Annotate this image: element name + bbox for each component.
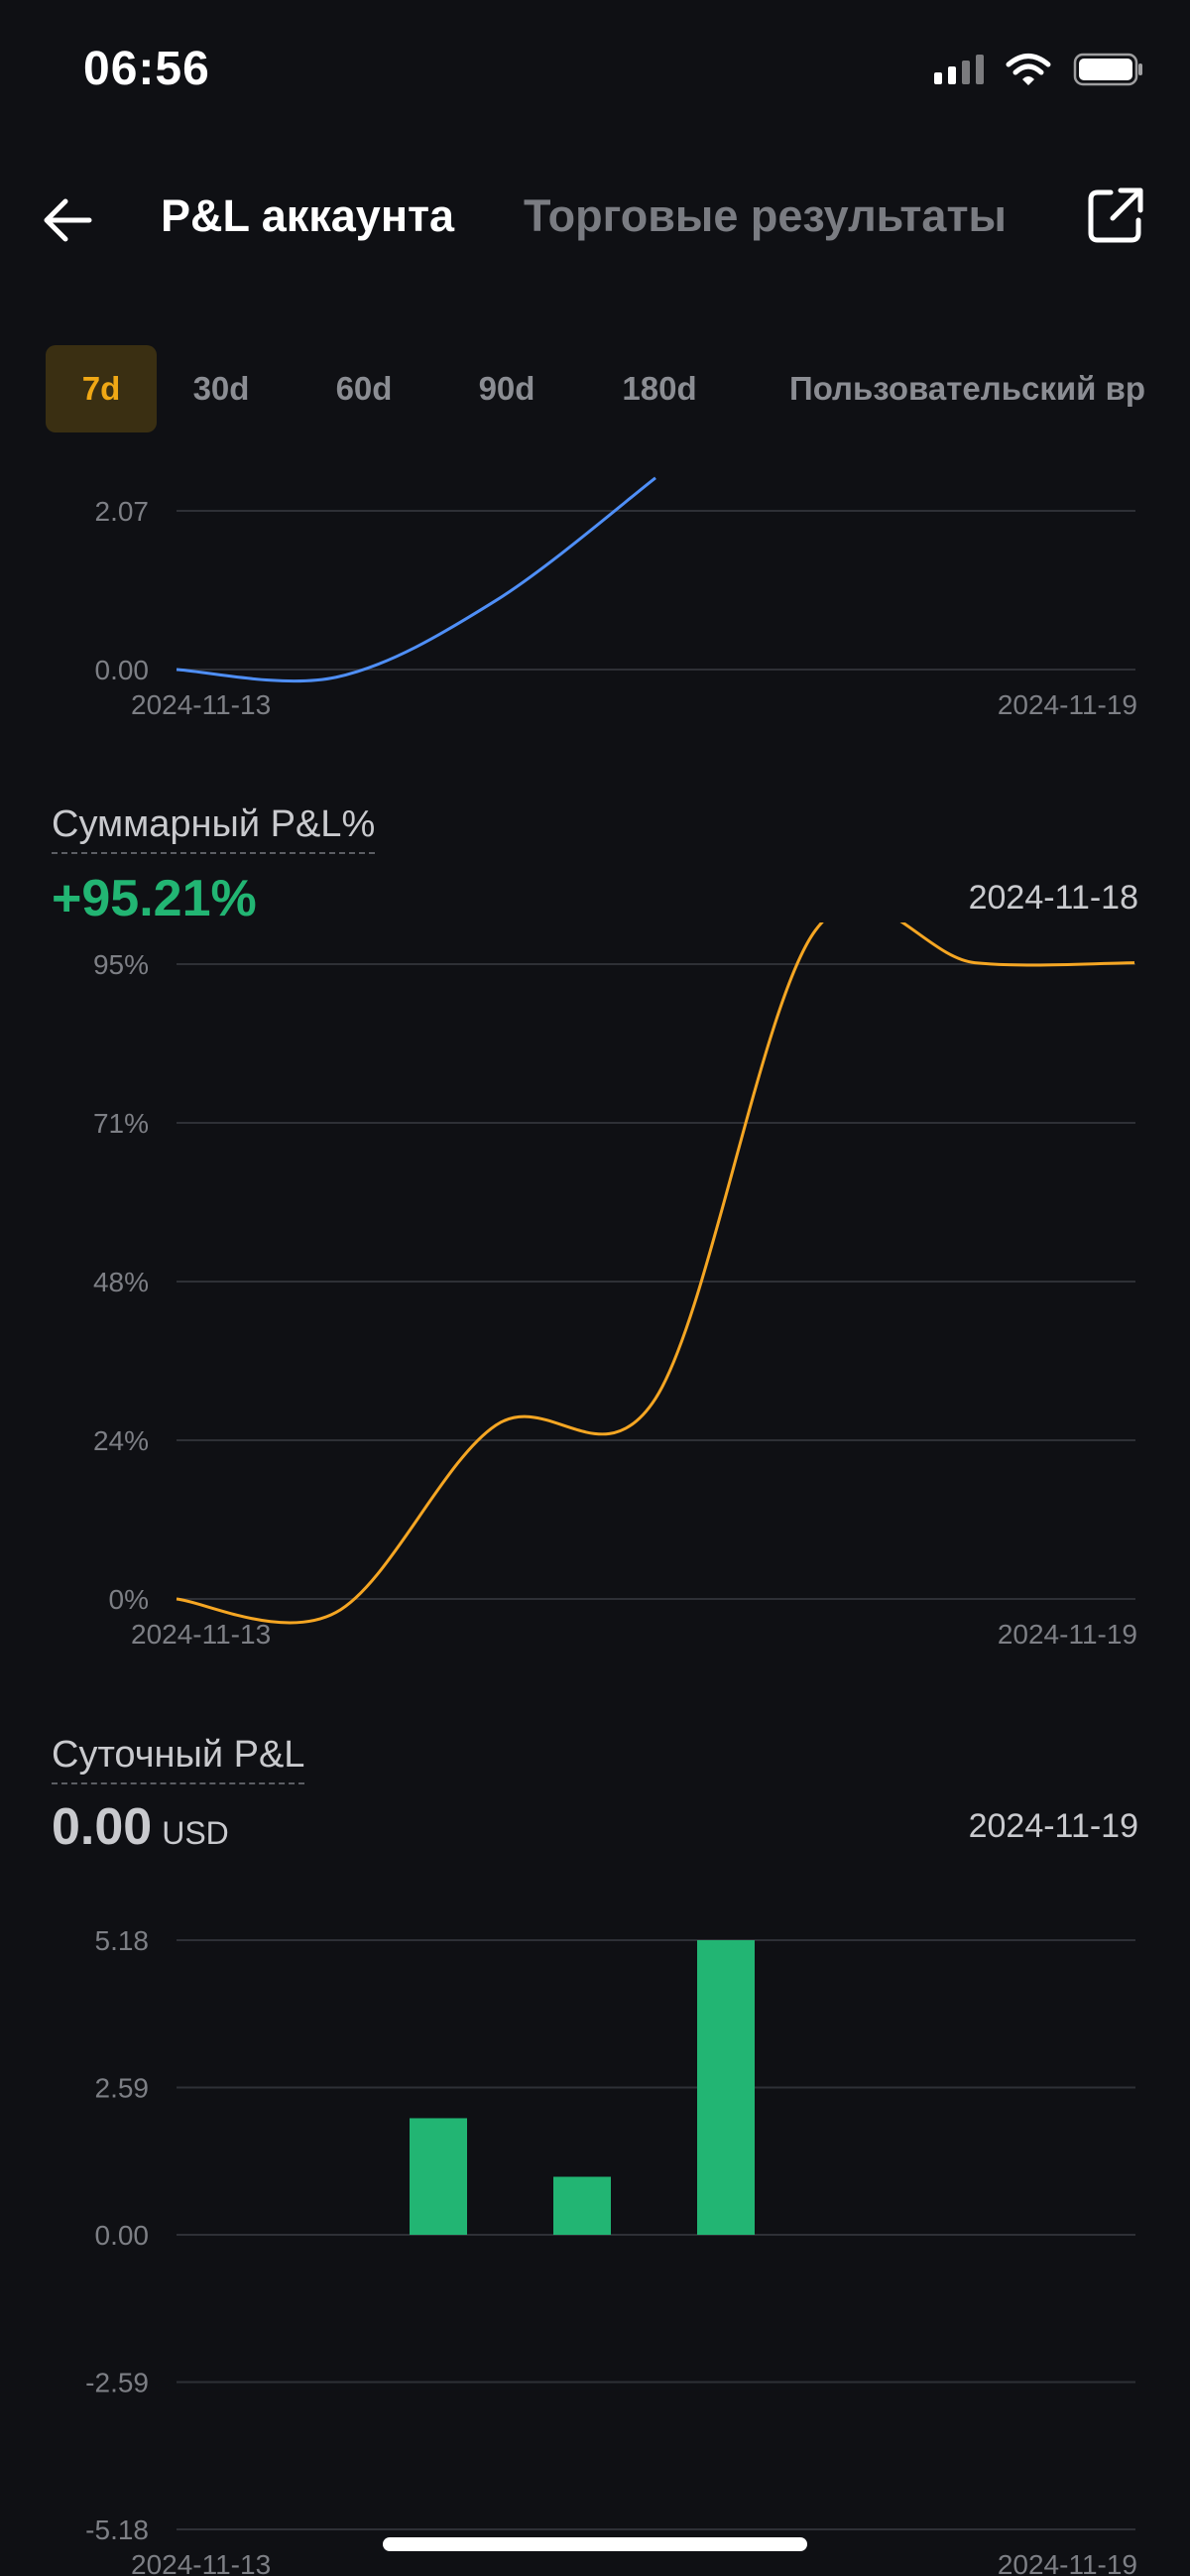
daily-pnl-y-tick-label: 5.18 <box>95 1925 150 1956</box>
cumulative-pnl-x-tick-label: 2024-11-19 <box>998 1619 1137 1650</box>
daily-pnl-bar[interactable] <box>410 2118 467 2235</box>
tab-account-pnl[interactable]: P&L аккаунта <box>161 190 455 241</box>
cumulative-pnl-y-tick-label: 48% <box>93 1267 149 1297</box>
cumulative-pnl-series-line <box>176 922 1135 1625</box>
account-pnl-y-tick-label: 2.07 <box>95 496 150 527</box>
daily-pnl-unit: USD <box>162 1815 229 1851</box>
range-180d[interactable]: 180d <box>622 370 697 407</box>
range-60d[interactable]: 60d <box>335 370 393 407</box>
range-30d[interactable]: 30d <box>192 370 250 407</box>
daily-pnl-y-tick-label: -5.18 <box>85 2515 149 2545</box>
daily-pnl-x-tick-label: 2024-11-13 <box>131 2549 271 2576</box>
cumulative-pnl-y-tick-label: 0% <box>109 1584 149 1615</box>
battery-icon <box>1073 52 1144 87</box>
header: P&L аккаунта Торговые результаты <box>0 179 1190 258</box>
status-time: 06:56 <box>83 43 210 95</box>
wifi-icon <box>1006 52 1051 87</box>
range-custom[interactable]: Пользовательский вр <box>789 370 1146 407</box>
time-range-selector: 7d 30d 60d 90d 180d Пользовательский вр <box>46 345 1190 432</box>
account-pnl-series-line <box>176 476 656 683</box>
home-indicator <box>383 2537 807 2551</box>
cumulative-pnl-chart: 0% 24% 48% 71% 95% 2024-11-13 2024-11-19 <box>93 922 1137 1650</box>
cumulative-pnl-title[interactable]: Суммарный P&L% <box>52 803 376 854</box>
cellular-signal-icon <box>934 55 984 84</box>
cumulative-pnl-x-tick-label: 2024-11-13 <box>131 1619 271 1650</box>
daily-pnl-bar[interactable] <box>697 1940 755 2235</box>
tab-trading-results[interactable]: Торговые результаты <box>524 190 1007 241</box>
daily-pnl-date: 2024-11-19 <box>968 1807 1138 1845</box>
share-icon[interactable] <box>1085 184 1146 246</box>
daily-pnl-value: 0.00 USD <box>52 1797 229 1857</box>
status-icons <box>934 50 1144 89</box>
cumulative-pnl-y-tick-label: 71% <box>93 1108 149 1139</box>
daily-pnl-y-tick-label: -2.59 <box>85 2368 149 2398</box>
cumulative-pnl-y-tick-label: 95% <box>93 949 149 980</box>
daily-pnl-y-tick-label: 2.59 <box>95 2073 150 2104</box>
daily-pnl-y-tick-label: 0.00 <box>95 2220 150 2251</box>
daily-pnl-chart: -5.18 -2.59 0.00 2.59 5.18 2024-11-13 2024-11-… <box>85 1925 1137 2576</box>
account-pnl-y-tick-label: 0.00 <box>95 655 150 685</box>
daily-pnl-bar[interactable] <box>553 2176 611 2235</box>
daily-pnl-x-tick-label: 2024-11-19 <box>998 2549 1137 2576</box>
account-pnl-x-tick-label: 2024-11-19 <box>998 689 1137 720</box>
range-90d[interactable]: 90d <box>478 370 536 407</box>
account-pnl-x-tick-label: 2024-11-13 <box>131 689 271 720</box>
cumulative-pnl-value: +95.21% <box>52 870 257 927</box>
daily-pnl-title[interactable]: Суточный P&L <box>52 1734 305 1784</box>
cumulative-pnl-date: 2024-11-18 <box>968 879 1138 917</box>
cumulative-pnl-y-tick-label: 24% <box>93 1425 149 1456</box>
daily-pnl-amount: 0.00 <box>52 1798 153 1856</box>
account-pnl-chart: 0.00 2.07 2024-11-13 2024-11-19 <box>95 476 1137 720</box>
range-7d[interactable]: 7d <box>46 345 157 432</box>
back-arrow-icon[interactable] <box>38 190 97 250</box>
